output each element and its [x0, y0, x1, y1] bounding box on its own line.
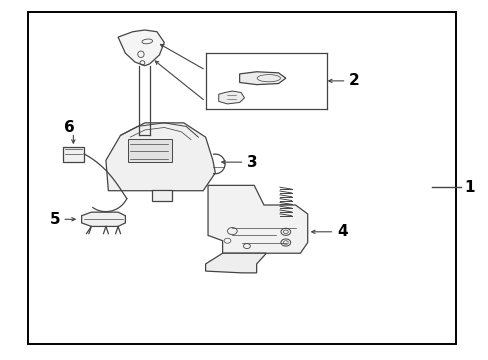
Text: 4: 4: [336, 224, 347, 239]
Text: 1: 1: [463, 180, 474, 195]
Bar: [62, 147, 84, 162]
Bar: [152, 190, 171, 202]
Polygon shape: [207, 185, 307, 253]
Polygon shape: [218, 91, 244, 104]
Text: 3: 3: [246, 155, 257, 170]
Circle shape: [281, 228, 290, 235]
Bar: [28, 12, 455, 344]
Polygon shape: [106, 123, 215, 191]
Polygon shape: [118, 30, 164, 66]
Text: 5: 5: [50, 212, 61, 227]
Circle shape: [281, 239, 290, 246]
Text: 6: 6: [63, 120, 74, 135]
Bar: [127, 139, 171, 162]
Polygon shape: [81, 212, 125, 226]
Polygon shape: [205, 253, 266, 273]
Text: 2: 2: [348, 73, 359, 88]
Polygon shape: [239, 72, 285, 85]
